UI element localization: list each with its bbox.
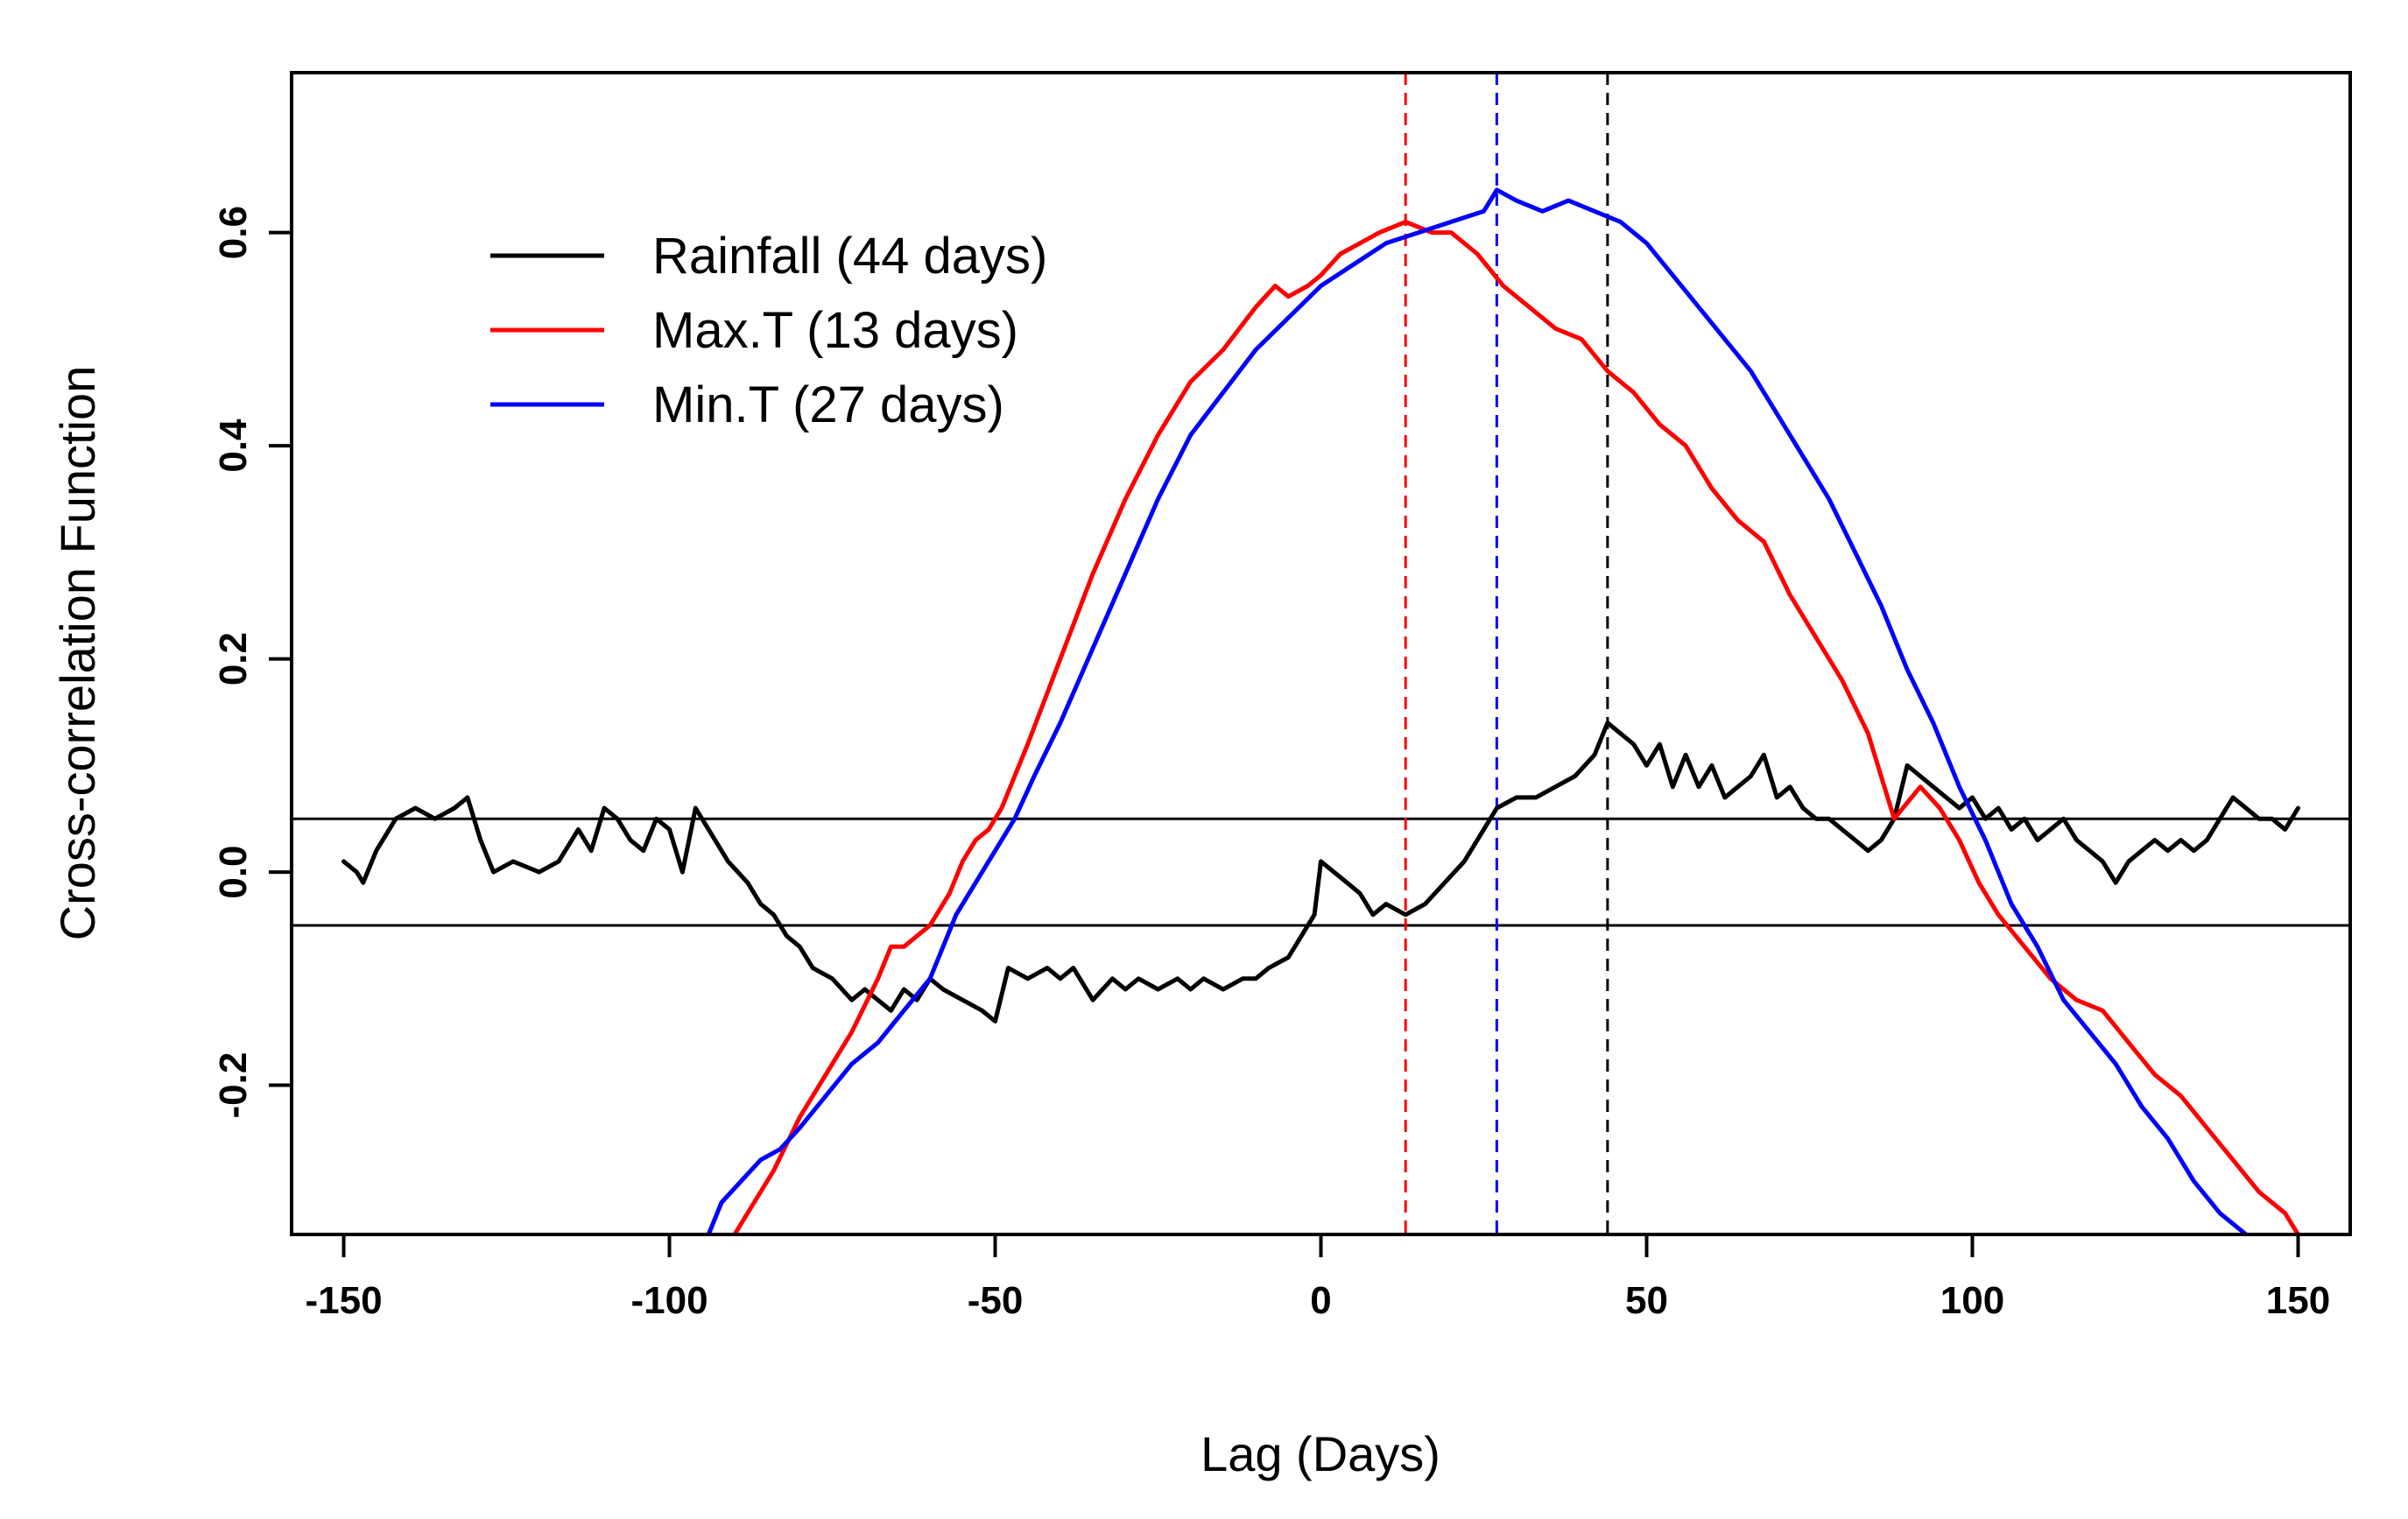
x-tick-label: -150 <box>305 1279 382 1322</box>
y-tick-label: -0.2 <box>212 1052 255 1119</box>
legend-label-2: Min.T (27 days) <box>652 376 1004 433</box>
y-tick-label: 0.6 <box>212 206 255 259</box>
series-line-2 <box>706 187 2249 1234</box>
legend-label-1: Max.T (13 days) <box>652 302 1018 359</box>
x-tick-label: -100 <box>630 1279 708 1322</box>
x-tick-label: 0 <box>1310 1279 1331 1322</box>
y-tick-label: 0.2 <box>212 632 255 686</box>
legend: Rainfall (44 days) Max.T (13 days) Min.T (… <box>490 228 1047 433</box>
y-axis-title: Cross-correlation Function <box>50 366 105 941</box>
x-tick-label: -50 <box>968 1279 1024 1322</box>
plot-frame <box>290 71 2352 1236</box>
x-tick-label: 150 <box>2266 1279 2330 1322</box>
peak-lag-markers <box>1404 73 1609 1234</box>
x-tick-label: 50 <box>1625 1279 1668 1322</box>
y-tick-label: 0.0 <box>212 845 255 898</box>
series-line-1 <box>732 219 2300 1234</box>
legend-label-0: Rainfall (44 days) <box>652 228 1047 285</box>
x-axis: -150 -100 -50 0 50 100 150 <box>305 1234 2330 1322</box>
series-lines <box>341 187 2300 1234</box>
y-tick-label: 0.4 <box>212 418 255 473</box>
x-tick-label: 100 <box>1940 1279 2004 1322</box>
y-axis: -0.2 0.0 0.2 0.4 0.6 <box>212 206 292 1118</box>
series-line-0 <box>341 721 2300 1023</box>
x-axis-title: Lag (Days) <box>1200 1426 1440 1481</box>
